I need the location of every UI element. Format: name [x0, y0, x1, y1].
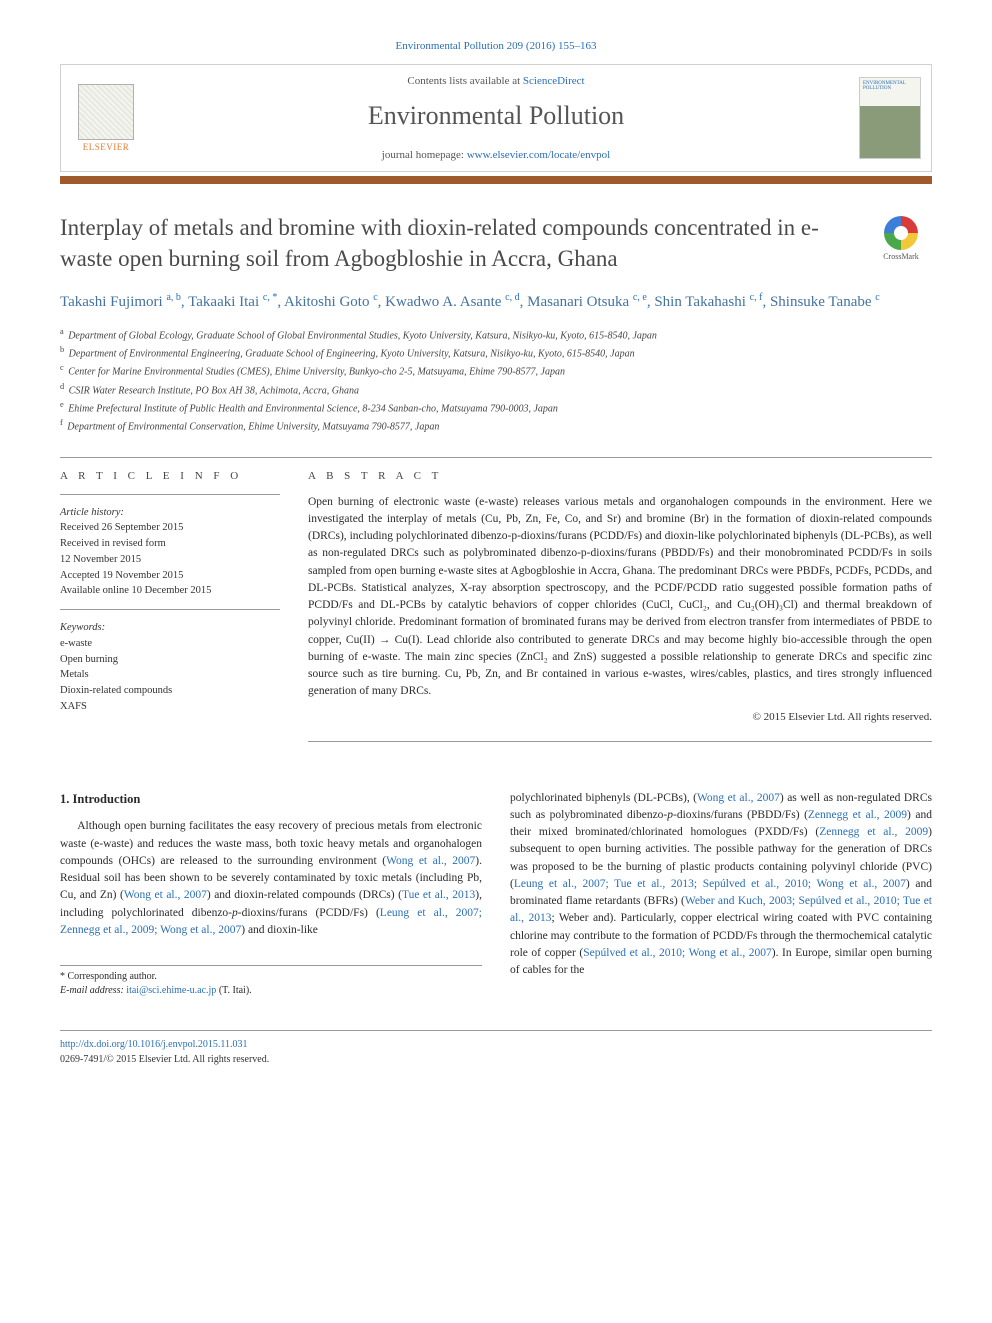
accent-bar — [60, 176, 932, 184]
keyword-item: e-waste — [60, 636, 280, 652]
history-line: 12 November 2015 — [60, 552, 280, 568]
crossmark-label: CrossMark — [883, 252, 919, 261]
elsevier-tree-icon — [78, 84, 134, 140]
contents-available-line: Contents lists available at ScienceDirec… — [61, 75, 931, 87]
footer-block: http://dx.doi.org/10.1016/j.envpol.2015.… — [60, 1030, 932, 1067]
keywords-block: Keywords: e-wasteOpen burningMetalsDioxi… — [60, 620, 280, 715]
elsevier-name: ELSEVIER — [83, 142, 130, 152]
keyword-item: Dioxin-related compounds — [60, 683, 280, 699]
corresponding-star: * Corresponding author. — [60, 970, 482, 984]
article-title: Interplay of metals and bromine with dio… — [60, 212, 854, 274]
body-column-right: polychlorinated biphenyls (DL-PCBs), (Wo… — [510, 790, 932, 999]
history-line: Accepted 19 November 2015 — [60, 568, 280, 584]
sciencedirect-link[interactable]: ScienceDirect — [523, 75, 585, 87]
affiliation-item: d CSIR Water Research Institute, PO Box … — [60, 381, 932, 398]
crossmark-icon — [884, 216, 918, 250]
keyword-item: Metals — [60, 667, 280, 683]
intro-paragraph-1: Although open burning facilitates the ea… — [60, 818, 482, 939]
article-history: Article history: Received 26 September 2… — [60, 505, 280, 600]
author-list: Takashi Fujimori a, b, Takaaki Itai c, *… — [60, 290, 932, 314]
keyword-item: XAFS — [60, 699, 280, 715]
abstract-label: A B S T R A C T — [308, 470, 932, 482]
intro-paragraph-2: polychlorinated biphenyls (DL-PCBs), (Wo… — [510, 790, 932, 980]
contents-prefix: Contents lists available at — [407, 75, 522, 87]
abstract-text: Open burning of electronic waste (e-wast… — [308, 494, 932, 701]
corresponding-author-note: * Corresponding author. E-mail address: … — [60, 965, 482, 998]
affiliation-item: e Ehime Prefectural Institute of Public … — [60, 399, 932, 416]
body-two-column: 1. Introduction Although open burning fa… — [60, 790, 932, 999]
affiliation-item: a Department of Global Ecology, Graduate… — [60, 326, 932, 343]
journal-header: ELSEVIER ENVIRONMENTAL POLLUTION Content… — [60, 64, 932, 172]
affiliation-item: c Center for Marine Environmental Studie… — [60, 362, 932, 379]
citation-line: Environmental Pollution 209 (2016) 155–1… — [60, 40, 932, 52]
history-line: Received in revised form — [60, 536, 280, 552]
crossmark-badge[interactable]: CrossMark — [870, 216, 932, 261]
body-column-left: 1. Introduction Although open burning fa… — [60, 790, 482, 999]
abstract-column: A B S T R A C T Open burning of electron… — [308, 458, 932, 742]
abstract-copyright: © 2015 Elsevier Ltd. All rights reserved… — [308, 711, 932, 723]
article-info-column: A R T I C L E I N F O Article history: R… — [60, 458, 280, 742]
history-line: Available online 10 December 2015 — [60, 583, 280, 599]
history-line: Received 26 September 2015 — [60, 520, 280, 536]
issn-copyright: 0269-7491/© 2015 Elsevier Ltd. All right… — [60, 1052, 932, 1067]
corresponding-who: (T. Itai). — [219, 985, 252, 996]
history-label: Article history: — [60, 505, 280, 521]
keyword-item: Open burning — [60, 652, 280, 668]
article-info-label: A R T I C L E I N F O — [60, 470, 280, 482]
intro-heading: 1. Introduction — [60, 790, 482, 809]
homepage-prefix: journal homepage: — [382, 149, 467, 161]
doi-link[interactable]: http://dx.doi.org/10.1016/j.envpol.2015.… — [60, 1037, 932, 1052]
homepage-link[interactable]: www.elsevier.com/locate/envpol — [467, 149, 610, 161]
corresponding-email[interactable]: itai@sci.ehime-u.ac.jp — [126, 985, 216, 996]
affiliation-item: f Department of Environmental Conservati… — [60, 417, 932, 434]
journal-cover-thumb: ENVIRONMENTAL POLLUTION — [859, 77, 921, 159]
elsevier-logo: ELSEVIER — [71, 79, 141, 157]
email-label: E-mail address: — [60, 985, 124, 996]
affiliation-item: b Department of Environmental Engineerin… — [60, 344, 932, 361]
keywords-label: Keywords: — [60, 620, 280, 636]
journal-name: Environmental Pollution — [61, 101, 931, 131]
homepage-line: journal homepage: www.elsevier.com/locat… — [61, 149, 931, 161]
affiliation-list: a Department of Global Ecology, Graduate… — [60, 326, 932, 435]
abstract-bottom-rule — [308, 741, 932, 742]
